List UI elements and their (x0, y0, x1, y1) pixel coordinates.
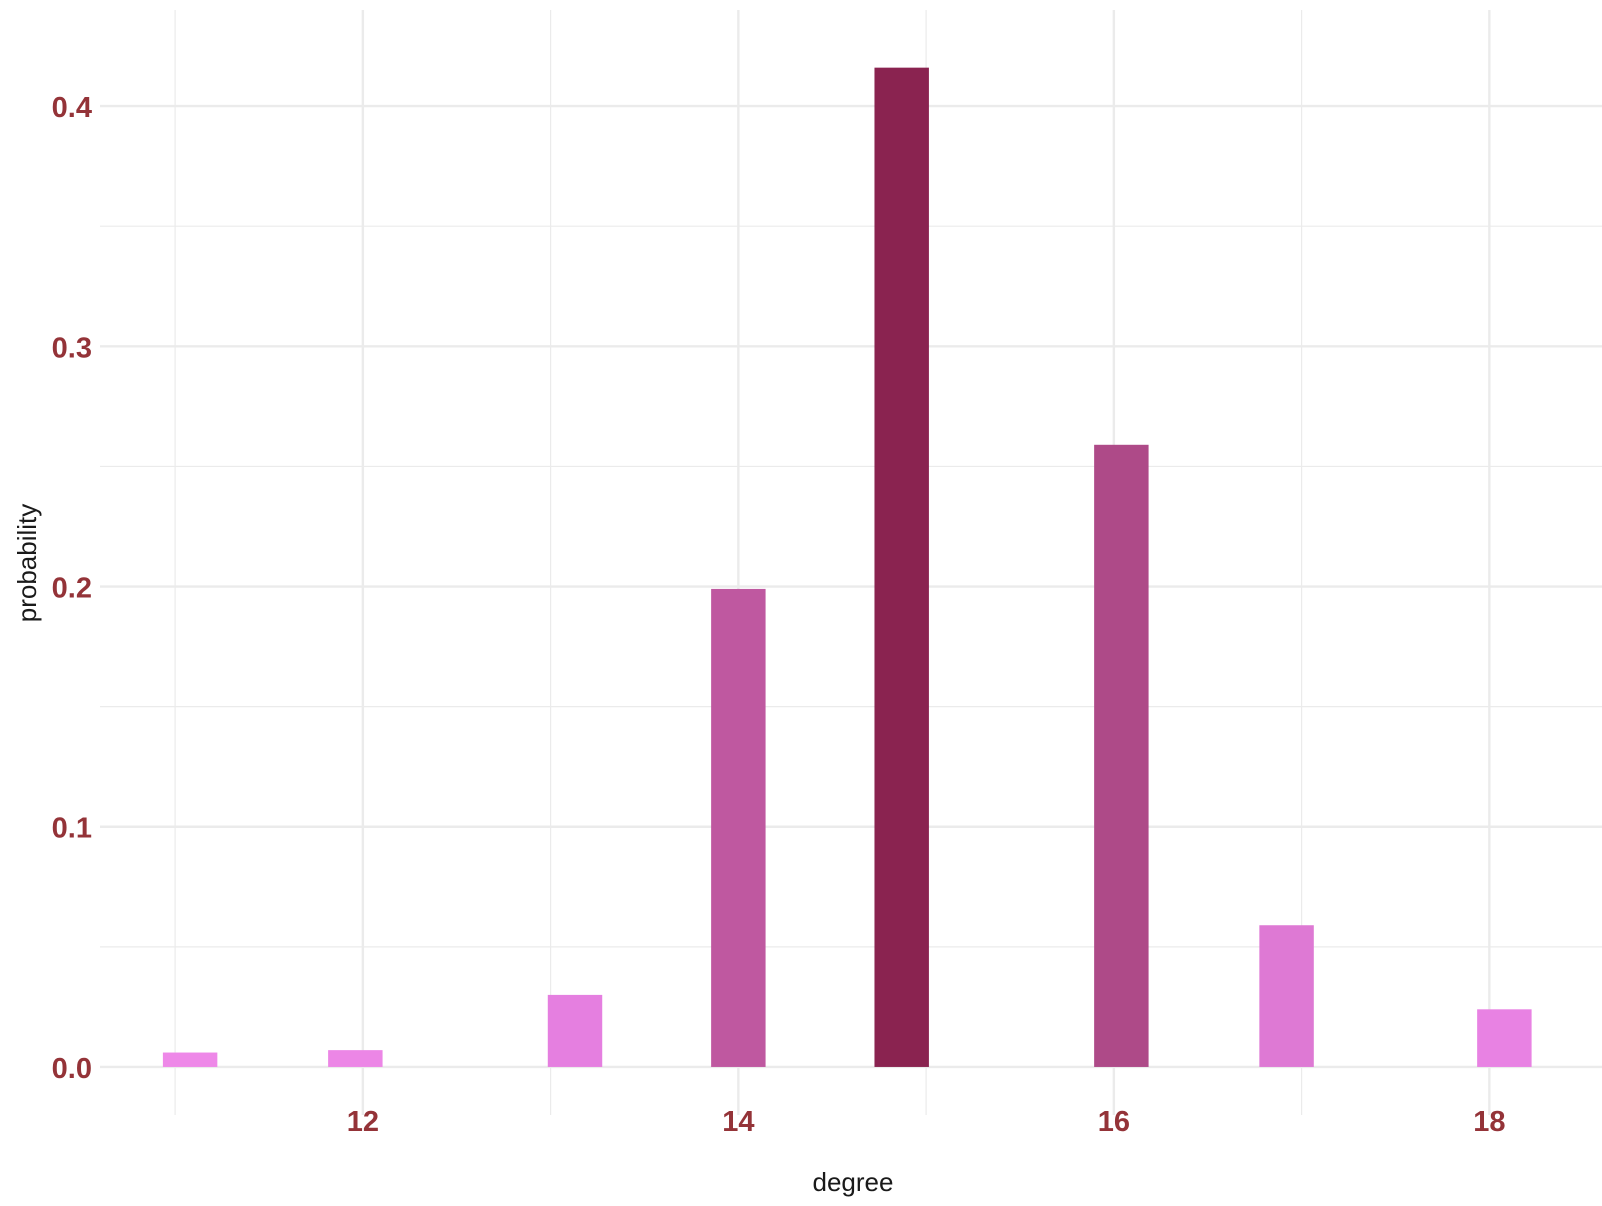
x-axis-ticks: 12 14 16 18 (347, 1106, 1506, 1138)
x-tick-label: 16 (1098, 1106, 1130, 1138)
bar-0 (162, 1052, 218, 1067)
bar-2 (547, 994, 603, 1067)
x-tick-label: 12 (347, 1106, 379, 1138)
bar-1 (328, 1050, 383, 1067)
x-tick-label: 18 (1473, 1106, 1505, 1138)
bar-5 (1094, 444, 1149, 1067)
y-tick-label: 0.0 (52, 1053, 92, 1085)
x-tick-label: 14 (722, 1106, 754, 1138)
y-tick-label: 0.1 (52, 813, 92, 845)
bar-6 (1259, 925, 1314, 1067)
y-tick-label: 0.3 (52, 332, 92, 364)
y-tick-label: 0.4 (52, 92, 92, 124)
y-axis-ticks: 0.0 0.1 0.2 0.3 0.4 (52, 92, 92, 1085)
y-tick-label: 0.2 (52, 573, 92, 605)
bar-3 (711, 588, 766, 1067)
grid-lines (100, 10, 1602, 1115)
y-axis-title: probability (12, 504, 42, 623)
bar-7 (1477, 1009, 1532, 1067)
x-axis-title: degree (813, 1167, 894, 1197)
bar-4 (874, 67, 929, 1067)
bars (162, 67, 1532, 1067)
